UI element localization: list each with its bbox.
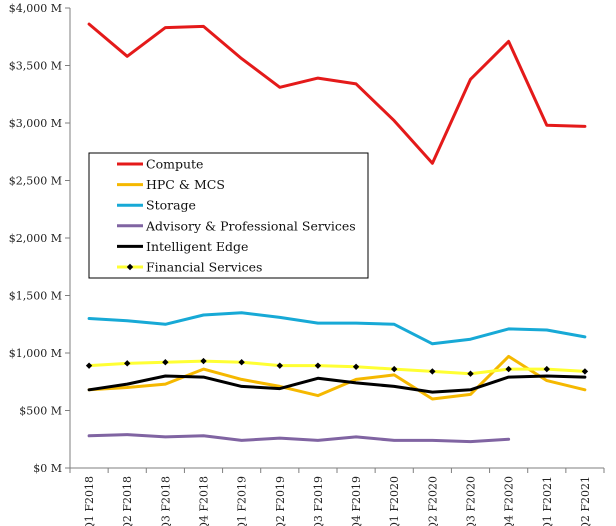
y-tick-label: $0 M: [33, 462, 62, 475]
data-point-financial-services: [200, 357, 207, 365]
y-tick-label: $500 M: [19, 405, 62, 418]
data-point-financial-services: [85, 362, 93, 369]
x-tick-label: Q2 F2018: [121, 476, 134, 526]
x-tick-label: Q4 F2018: [198, 476, 211, 526]
x-tick-label: Q1 F2018: [83, 476, 96, 526]
x-tick-label: Q3 F2019: [312, 476, 325, 526]
axes: $0 M $500 M $1,000 M $1,500 M $2,000 M $2,500…: [9, 2, 605, 526]
series-line-financial-services: [87, 359, 587, 376]
legend-box: [88, 152, 369, 279]
data-point-financial-services: [162, 359, 169, 366]
y-tick-label: $4,000 M: [9, 2, 62, 15]
data-point-financial-services: [467, 370, 474, 377]
legend-label-advisory-professional-services: Advisory & Professional Services: [145, 218, 356, 233]
series-line-intelligent-edge: [87, 374, 587, 394]
data-point-financial-services: [352, 363, 360, 370]
x-tick-label: Q3 F2020: [465, 476, 478, 526]
series-line-advisory-professional-services: [87, 433, 511, 444]
x-tick-label: Q4 F2019: [350, 476, 363, 526]
data-point-financial-services: [276, 362, 283, 369]
legend-label-intelligent-edge: Intelligent Edge: [146, 239, 248, 254]
legend-label-hpc-mcs: HPC & MCS: [146, 177, 225, 192]
legend-label-storage: Storage: [146, 198, 196, 213]
y-tick-label: $3,000 M: [9, 117, 62, 130]
legend-label-financial-services: Financial Services: [146, 260, 262, 275]
series-layer: [85, 22, 589, 444]
series-line-hpc-mcs: [87, 354, 587, 401]
x-tick-label: Q2 F2021: [579, 476, 592, 526]
data-point-financial-services: [429, 368, 436, 375]
data-point-financial-services: [505, 365, 512, 373]
y-tick-label: $1,500 M: [9, 290, 62, 303]
series-line-compute: [87, 22, 587, 165]
legend-marker-financial-services: [126, 263, 134, 271]
x-tick-label: Q4 F2020: [503, 476, 516, 526]
data-point-financial-services: [238, 359, 245, 366]
data-point-financial-services: [391, 365, 398, 373]
y-tick-label: $1,000 M: [9, 347, 62, 360]
data-point-financial-services: [314, 362, 322, 369]
legend: Compute HPC & MCS Storage Advisory & Profes…: [88, 152, 369, 279]
y-tick-label: $3,500 M: [9, 60, 62, 73]
y-tick-label: $2,000 M: [9, 232, 62, 245]
data-point-financial-services: [124, 360, 131, 367]
x-tick-label: Q2 F2019: [274, 476, 287, 526]
x-tick-label: Q3 F2018: [159, 476, 172, 526]
x-tick-label: Q1 F2020: [388, 476, 401, 526]
series-line-storage: [87, 311, 587, 346]
legend-label-compute: Compute: [146, 157, 203, 172]
data-point-financial-services: [581, 368, 589, 375]
x-tick-label: Q1 F2019: [236, 476, 249, 526]
x-tick-label: Q1 F2021: [541, 476, 554, 526]
y-tick-label: $2,500 M: [9, 175, 62, 188]
data-point-financial-services: [543, 365, 550, 373]
x-tick-label: Q2 F2020: [426, 476, 439, 526]
